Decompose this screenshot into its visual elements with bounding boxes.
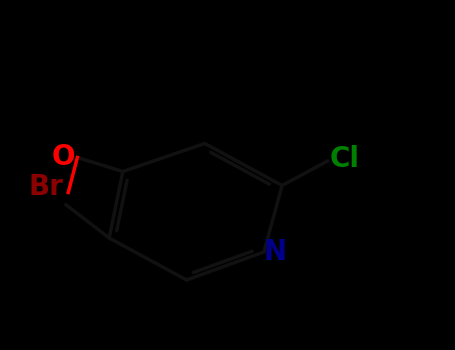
Text: Br: Br bbox=[29, 173, 64, 201]
Text: Cl: Cl bbox=[330, 145, 360, 173]
Text: O: O bbox=[51, 144, 75, 172]
Text: N: N bbox=[264, 238, 287, 266]
